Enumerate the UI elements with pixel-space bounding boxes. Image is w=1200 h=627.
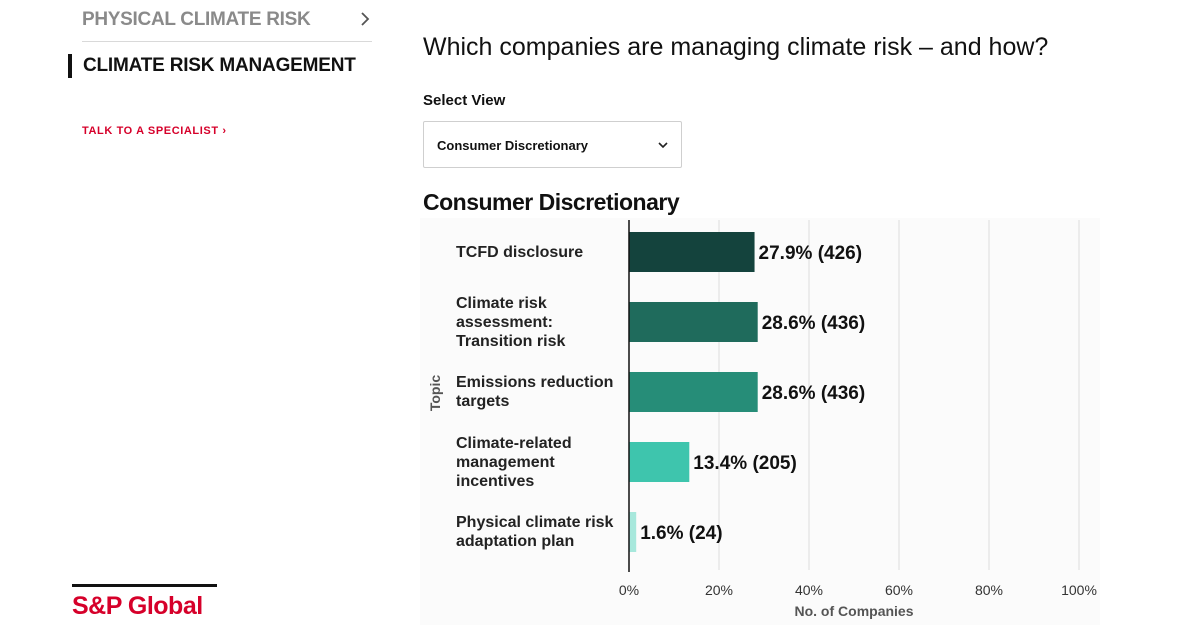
data-label: 13.4% (205) bbox=[693, 453, 797, 474]
category-label: Physical climate risk adaptation plan bbox=[456, 513, 631, 551]
category-label-line: Transition risk bbox=[456, 332, 566, 350]
select-view-label: Select View bbox=[423, 92, 506, 109]
chart-title: Consumer Discretionary bbox=[423, 189, 680, 215]
category-label-line: adaptation plan bbox=[456, 533, 575, 550]
category-label-line: assessment: bbox=[456, 313, 553, 331]
category-label: Emissions reduction targets bbox=[456, 373, 631, 411]
category-label-line: Climate-related bbox=[456, 434, 572, 452]
category-label-line: Physical climate risk bbox=[456, 514, 614, 531]
page-title: Which companies are managing climate ris… bbox=[423, 33, 1049, 61]
bar bbox=[629, 372, 758, 412]
x-tick-label: 100% bbox=[1061, 582, 1097, 598]
x-tick-label: 0% bbox=[619, 582, 639, 598]
bar bbox=[629, 302, 758, 342]
category-label: Climate risk assessment: Transition risk bbox=[456, 294, 631, 351]
data-label: 27.9% (426) bbox=[759, 243, 863, 264]
category-label-line: TCFD disclosure bbox=[456, 243, 584, 261]
chevron-right-icon bbox=[361, 12, 370, 26]
x-tick-label: 40% bbox=[795, 582, 823, 598]
chart-panel bbox=[420, 218, 1100, 625]
category-label: Climate-related management incentives bbox=[456, 434, 631, 491]
x-tick-label: 60% bbox=[885, 582, 913, 598]
category-label-line: targets bbox=[456, 393, 510, 410]
view-select[interactable]: Consumer Discretionary bbox=[423, 121, 682, 168]
sp-global-logo: S&P Global bbox=[72, 584, 217, 621]
x-tick-label: 80% bbox=[975, 582, 1003, 598]
active-indicator bbox=[68, 54, 72, 78]
data-label: 28.6% (436) bbox=[762, 313, 866, 334]
category-label-line: Emissions reduction bbox=[456, 374, 614, 391]
data-label: 28.6% (436) bbox=[762, 383, 866, 404]
select-value: Consumer Discretionary bbox=[437, 138, 588, 153]
x-tick-label: 20% bbox=[705, 582, 733, 598]
bar bbox=[629, 232, 755, 272]
x-axis-label: No. of Companies bbox=[794, 603, 913, 619]
sidebar-item-climate-risk-management[interactable]: CLIMATE RISK MANAGEMENT bbox=[68, 53, 368, 79]
category-label-line: Climate risk bbox=[456, 294, 547, 312]
category-label-line: incentives bbox=[456, 472, 535, 490]
chevron-down-icon bbox=[658, 142, 668, 149]
logo-text: S&P Global bbox=[72, 592, 203, 620]
sidebar-item-physical-climate-risk[interactable]: PHYSICAL CLIMATE RISK bbox=[82, 6, 372, 42]
talk-to-specialist-link[interactable]: TALK TO A SPECIALIST › bbox=[82, 125, 227, 137]
sidebar-item-label: CLIMATE RISK MANAGEMENT bbox=[83, 55, 356, 76]
data-label: 1.6% (24) bbox=[640, 523, 722, 544]
y-axis-label: Topic bbox=[427, 375, 443, 412]
bar bbox=[629, 512, 637, 552]
sidebar-item-label: PHYSICAL CLIMATE RISK bbox=[82, 9, 311, 30]
category-label: TCFD disclosure bbox=[456, 243, 631, 262]
bar bbox=[629, 442, 690, 482]
category-label-line: management bbox=[456, 453, 555, 471]
